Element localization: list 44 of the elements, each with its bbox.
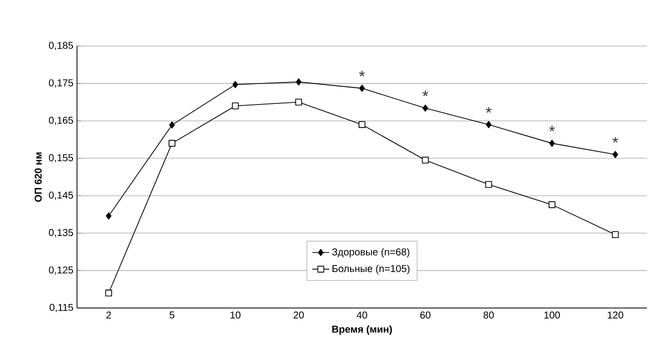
point	[169, 121, 175, 129]
annotation: *	[549, 126, 555, 132]
point	[232, 102, 239, 110]
point	[296, 78, 302, 86]
y-axis-title: ОП 620 нм	[34, 152, 42, 202]
x-tick-label: 100	[544, 312, 560, 319]
annotation: *	[612, 137, 618, 143]
x-axis-title: Время (мин)	[332, 325, 392, 335]
point	[485, 181, 492, 188]
point	[549, 140, 555, 147]
x-tick-label: 5	[170, 312, 174, 318]
y-tick-label: 0,175	[48, 79, 74, 88]
point	[232, 80, 238, 88]
point	[358, 121, 366, 128]
legend-label: Здоровые (n=68)	[332, 248, 410, 258]
y-tick-label: 0,155	[48, 154, 74, 162]
annotation: *	[486, 107, 492, 113]
y-tick-label: 0,135	[48, 229, 74, 238]
point	[612, 231, 619, 238]
y-tick-label: 0,115	[50, 304, 74, 312]
point	[359, 84, 365, 92]
legend-label: Больные (n=105)	[332, 264, 410, 274]
x-tick-label: 80	[484, 312, 494, 319]
x-tick-label: 60	[420, 312, 430, 319]
annotation: *	[422, 90, 428, 96]
y-tick-label: 0,125	[48, 266, 74, 275]
point	[422, 104, 428, 112]
point	[106, 212, 112, 220]
x-tick-label: 2	[106, 312, 111, 318]
point	[486, 121, 492, 128]
x-tick-label: 120	[608, 312, 624, 319]
point	[295, 98, 302, 106]
point	[422, 156, 429, 164]
y-tick-label: 0,145	[48, 192, 74, 200]
y-tick-label: 0,185	[48, 42, 74, 50]
x-tick-label: 10	[230, 312, 240, 319]
point	[612, 150, 618, 158]
y-tick-label: 0,165	[48, 116, 74, 125]
x-tick-label: 40	[356, 312, 368, 319]
point	[168, 140, 176, 147]
annotation: *	[359, 70, 365, 76]
point	[105, 290, 112, 296]
point	[548, 201, 556, 208]
x-tick-label: 20	[294, 312, 304, 319]
